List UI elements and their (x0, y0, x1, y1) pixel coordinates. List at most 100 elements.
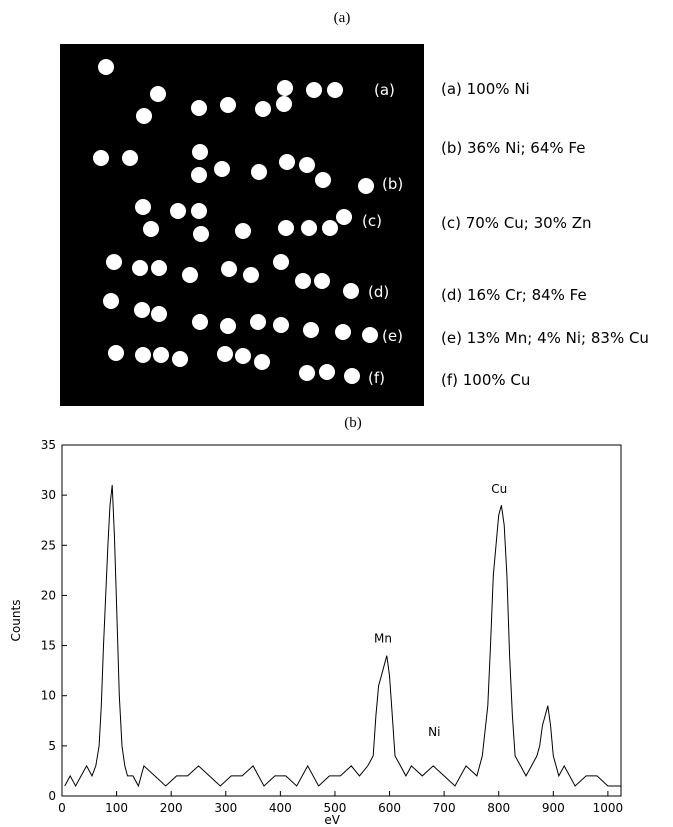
particle-dot (314, 273, 330, 289)
particle-dot (344, 368, 360, 384)
x-tick-label: 400 (269, 801, 292, 815)
particle-dot (319, 364, 335, 380)
particle-dot (106, 254, 122, 270)
particle-dot (250, 314, 266, 330)
particle-dot (191, 203, 207, 219)
particle-dot (273, 317, 289, 333)
particle-dot (151, 306, 167, 322)
particle-dot (254, 354, 270, 370)
peak-label-ni: Ni (428, 725, 440, 739)
caption-b: (b) (344, 415, 362, 431)
particle-dot (93, 150, 109, 166)
particle-dot (276, 96, 292, 112)
y-axis-ticks: 0 5 10 15 20 25 30 35 (41, 438, 67, 803)
legend-item-a: (a) 100% Ni (441, 80, 530, 98)
particle-dot (150, 86, 166, 102)
particle-dot (299, 365, 315, 381)
x-tick-label: 600 (378, 801, 401, 815)
particle-dot (151, 260, 167, 276)
particle-dot (136, 108, 152, 124)
caption-a: (a) (333, 10, 351, 26)
x-tick-label: 1000 (593, 801, 624, 815)
particle-dot (358, 178, 374, 194)
particle-dot (220, 97, 236, 113)
x-tick-label: 100 (105, 801, 128, 815)
particle-dot (336, 209, 352, 225)
y-tick-label: 10 (41, 689, 56, 703)
legend-item-e: (e) 13% Mn; 4% Ni; 83% Cu (441, 329, 649, 347)
particle-dot (235, 348, 251, 364)
y-tick-label: 35 (41, 438, 56, 452)
particle-dot (295, 273, 311, 289)
chart-axes (61, 444, 622, 797)
particle-dot (243, 267, 259, 283)
particle-dot (277, 80, 293, 96)
particle-dot (192, 144, 208, 160)
legend-item-c: (c) 70% Cu; 30% Zn (441, 214, 592, 232)
particle-dot (170, 203, 186, 219)
x-tick-label: 0 (58, 801, 66, 815)
peak-annotations: Mn Ni Cu (374, 482, 507, 739)
particle-dot (143, 221, 159, 237)
particle-dot (122, 150, 138, 166)
particle-dot (193, 226, 209, 242)
particle-dot (192, 314, 208, 330)
particle-dot (172, 351, 188, 367)
particle-dot (335, 324, 351, 340)
particle-dot (103, 293, 119, 309)
particle-dot (343, 283, 359, 299)
particle-dot (315, 172, 331, 188)
spectrum-series-line (64, 485, 621, 788)
micrograph-panel: (a) (b) (c) (d) (e) (f) (60, 44, 424, 406)
plot-frame (61, 444, 622, 797)
y-axis-label: Counts (9, 600, 23, 642)
particle-dot (322, 220, 338, 236)
legend-item-d: (d) 16% Cr; 84% Fe (441, 286, 587, 304)
x-tick-label: 300 (214, 801, 237, 815)
spectrum-chart: 0 100 200 300 400 500 600 700 800 900 1000 0 5 10 15 2… (9, 438, 623, 827)
particle-dot (191, 100, 207, 116)
particle-dots (93, 59, 378, 384)
y-tick-label: 0 (48, 789, 56, 803)
y-tick-label: 5 (48, 739, 56, 753)
particle-dot (362, 327, 378, 343)
particle-dot (303, 322, 319, 338)
x-axis-label: eV (324, 813, 340, 827)
row-label-d: (d) (368, 283, 390, 301)
particle-dot (191, 167, 207, 183)
particle-dot (299, 157, 315, 173)
particle-dot (306, 82, 322, 98)
particle-dot (279, 154, 295, 170)
x-tick-label: 700 (433, 801, 456, 815)
y-tick-label: 30 (41, 488, 56, 502)
particle-dot (220, 318, 236, 334)
x-tick-label: 800 (487, 801, 510, 815)
particle-dot (108, 345, 124, 361)
row-label-f: (f) (368, 369, 385, 387)
row-label-e: (e) (382, 327, 403, 345)
peak-label-mn: Mn (374, 632, 392, 646)
legend-item-b: (b) 36% Ni; 64% Fe (441, 139, 586, 157)
particle-dot (98, 59, 114, 75)
particle-dot (132, 260, 148, 276)
particle-dot (182, 267, 198, 283)
particle-dot (214, 161, 230, 177)
x-axis-ticks: 0 100 200 300 400 500 600 700 800 900 1000 (58, 791, 623, 815)
particle-dot (278, 220, 294, 236)
y-tick-label: 25 (41, 538, 56, 552)
x-tick-label: 200 (160, 801, 183, 815)
particle-dot (135, 347, 151, 363)
particle-dot (327, 82, 343, 98)
particle-dot (217, 346, 233, 362)
particle-dot (153, 347, 169, 363)
particle-dot (255, 101, 271, 117)
legend-item-f: (f) 100% Cu (441, 371, 531, 389)
y-tick-label: 20 (41, 588, 56, 602)
peak-label-cu: Cu (491, 482, 507, 496)
y-tick-label: 15 (41, 639, 56, 653)
particle-dot (134, 302, 150, 318)
particle-dot (235, 223, 251, 239)
row-label-a: (a) (374, 81, 395, 99)
x-tick-label: 900 (542, 801, 565, 815)
row-label-b: (b) (382, 175, 404, 193)
